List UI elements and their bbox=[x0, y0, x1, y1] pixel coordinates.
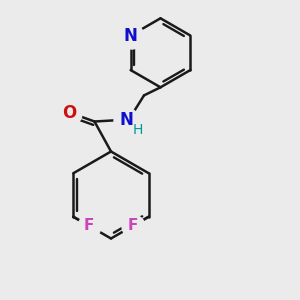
Text: N: N bbox=[119, 111, 133, 129]
Text: O: O bbox=[62, 103, 76, 122]
Text: F: F bbox=[128, 218, 138, 233]
Text: F: F bbox=[84, 218, 94, 233]
Text: N: N bbox=[124, 27, 138, 44]
Text: H: H bbox=[132, 123, 142, 136]
